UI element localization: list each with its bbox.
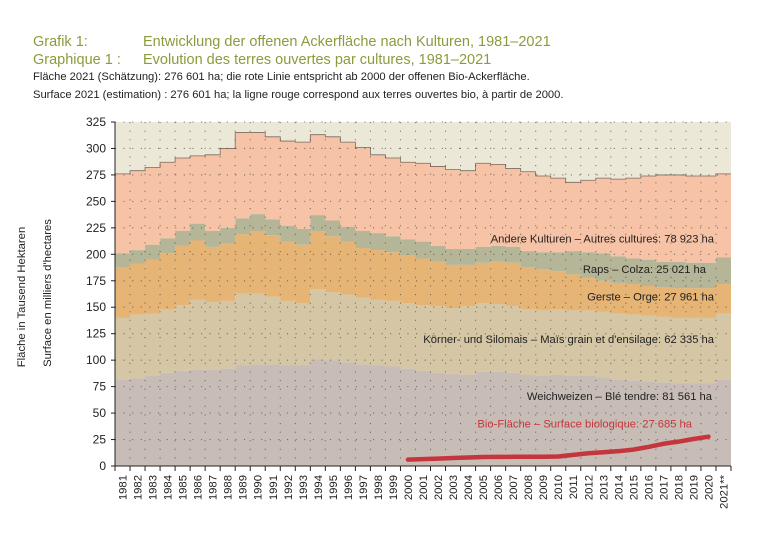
series-area-andere	[115, 132, 731, 263]
chart-title-fr-text: Evolution des terres ouvertes par cultur…	[143, 52, 492, 68]
y-tick-label: 0	[99, 459, 106, 473]
x-tick-label: 2019	[688, 475, 700, 500]
x-tick-label: 1997	[358, 475, 370, 500]
x-tick-label: 2014	[613, 475, 625, 500]
x-tick-label: 1989	[238, 475, 250, 500]
y-tick-label: 325	[86, 115, 106, 129]
series-line-bio	[405, 434, 711, 462]
x-tick-label: 1994	[313, 475, 325, 500]
series-area-gerste	[115, 231, 731, 318]
x-tick-label: 2006	[493, 475, 505, 500]
x-tick-label: 2016	[643, 475, 655, 500]
y-tick-label: 200	[86, 247, 106, 261]
x-tick-label: 2003	[448, 475, 460, 500]
x-tick-label: 2010	[553, 475, 565, 500]
series-label-weichweizen: Weichweizen – Blé tendre: 81 561 ha	[527, 391, 713, 403]
series-area-koernermais	[115, 289, 731, 384]
series-area-raps	[115, 214, 731, 289]
x-tick-label: 2011	[568, 475, 580, 499]
chart-subtitle-fr: Surface 2021 (estimation) : 276 601 ha; …	[33, 89, 564, 101]
x-tick-label: 2013	[598, 475, 610, 500]
x-tick-label: 1998	[373, 475, 385, 500]
x-tick-label: 2015	[628, 475, 640, 500]
y-tick-label: 100	[86, 353, 106, 367]
x-tick-label: 1982	[133, 475, 145, 500]
x-tick-label: 2012	[583, 475, 595, 500]
x-tick-label: 2001	[418, 475, 430, 500]
x-tick-label: 2005	[478, 475, 490, 500]
x-tick-label: 1999	[388, 475, 400, 500]
x-tick-label: 1987	[208, 475, 220, 500]
y-tick-label: 250	[86, 194, 106, 208]
x-tick-label: 2018	[673, 475, 685, 500]
x-tick-label: 1990	[253, 475, 265, 500]
y-tick-label: 75	[93, 380, 107, 394]
x-tick-label: 1992	[283, 475, 295, 500]
series-area-weichweizen	[115, 359, 731, 466]
x-tick-label: 1985	[178, 475, 190, 500]
x-tick-label: 1995	[328, 475, 340, 500]
chart-title-fr: Graphique 1 : Evolution des terres ouvert…	[33, 52, 491, 68]
series-label-raps: Raps – Colza: 25 021 ha	[583, 264, 707, 276]
series-label-gerste: Gerste – Orge: 27 961 ha	[587, 292, 715, 304]
x-tick-label: 2004	[463, 475, 475, 500]
x-tick-label: 2000	[403, 475, 415, 500]
y-tick-label: 275	[86, 168, 106, 182]
chart-title-de-label: Grafik 1:	[33, 34, 88, 50]
y-tick-label: 50	[93, 406, 107, 420]
x-tick-label: 2009	[538, 475, 550, 500]
y-tick-label: 175	[86, 274, 106, 288]
y-tick-label: 125	[86, 327, 106, 341]
x-tick-label: 1988	[223, 475, 235, 500]
x-tick-label: 2007	[508, 475, 520, 500]
x-tick-label: 2017	[658, 475, 670, 500]
x-tick-label: 1986	[193, 475, 205, 500]
chart-title-de: Grafik 1: Entwicklung der offenen Ackerfl…	[33, 34, 551, 50]
x-tick-label: 2020	[703, 475, 715, 500]
x-tick-label: 2002	[433, 475, 445, 500]
chart-title-de-text: Entwicklung der offenen Ackerfläche nach…	[143, 34, 551, 50]
x-tick-label: 1996	[343, 475, 355, 500]
series-label-bio: Bio-Fläche – Surface biologique: 27 685 …	[477, 419, 692, 431]
x-tick-label: 1983	[148, 475, 160, 500]
x-tick-label: 2008	[523, 475, 535, 500]
y-tick-label: 225	[86, 221, 106, 235]
series-label-koernermais: Körner- und Silomais – Maïs grain et d'e…	[423, 334, 714, 346]
x-tick-label: 1984	[163, 475, 175, 500]
x-tick-label: 1981	[118, 475, 130, 500]
y-tick-label: 150	[86, 300, 106, 314]
y-tick-label: 300	[86, 141, 106, 155]
x-tick-label: 1993	[298, 475, 310, 500]
total-outline	[115, 132, 731, 183]
series-label-andere: Andere Kulturen – Autres cultures: 78 92…	[491, 233, 715, 245]
x-tick-label: 1991	[268, 475, 280, 500]
chart-title-fr-label: Graphique 1 :	[33, 52, 121, 68]
x-tick-label: 2021**	[718, 474, 730, 509]
y-tick-label: 25	[93, 433, 107, 447]
chart-subtitle-de: Fläche 2021 (Schätzung): 276 601 ha; die…	[33, 71, 530, 83]
